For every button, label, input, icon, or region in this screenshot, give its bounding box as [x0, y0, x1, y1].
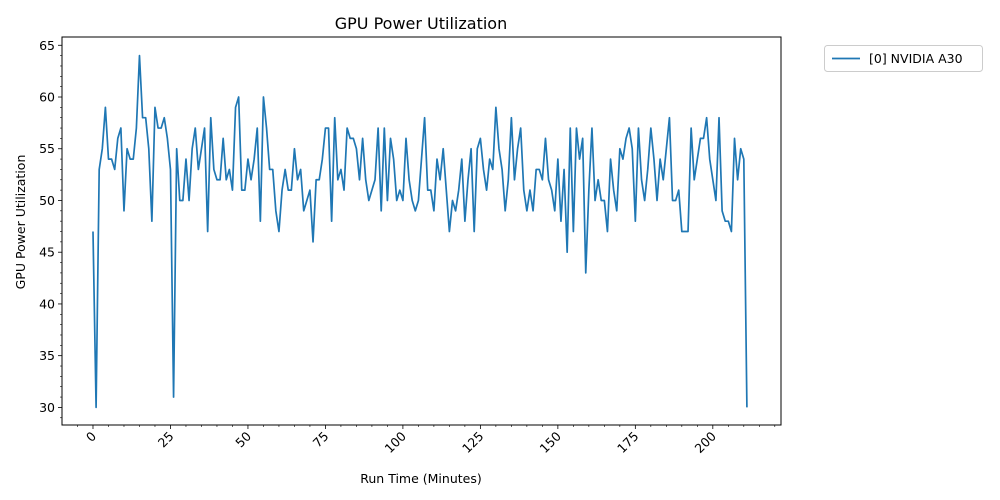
x-tick-label: 25	[155, 429, 177, 451]
x-axis-label: Run Time (Minutes)	[360, 471, 481, 486]
chart-title: GPU Power Utilization	[335, 14, 507, 33]
x-tick-label: 75	[310, 429, 332, 451]
x-tick-label: 100	[382, 428, 410, 456]
x-tick-label: 125	[459, 429, 486, 456]
y-tick-label: 40	[39, 296, 55, 311]
y-tick-label: 50	[39, 193, 55, 208]
x-tick-label: 50	[232, 428, 254, 450]
y-tick-label: 30	[39, 400, 55, 415]
y-tick-label: 45	[39, 245, 55, 260]
legend: [0] NVIDIA A30	[824, 45, 983, 72]
y-tick-label: 60	[39, 90, 55, 105]
x-tick-label: 175	[614, 429, 641, 456]
x-tick-label: 150	[537, 428, 565, 456]
plot-area	[92, 54, 748, 409]
legend-box	[824, 45, 983, 72]
series-line	[92, 54, 748, 409]
axes-frame	[61, 36, 782, 426]
y-tick-label: 35	[39, 348, 55, 363]
y-axis-label: GPU Power Utilization	[13, 155, 28, 290]
x-tick-label: 200	[691, 428, 719, 456]
x-tick-label: 0	[83, 428, 99, 444]
axes-ticks: 30 35 40 45 50 55 60 65 0 25 50 75 100 125 150 175 200	[39, 38, 776, 456]
y-tick-label: 55	[39, 141, 55, 156]
y-tick-label: 65	[39, 38, 55, 53]
legend-label: [0] NVIDIA A30	[869, 51, 963, 66]
